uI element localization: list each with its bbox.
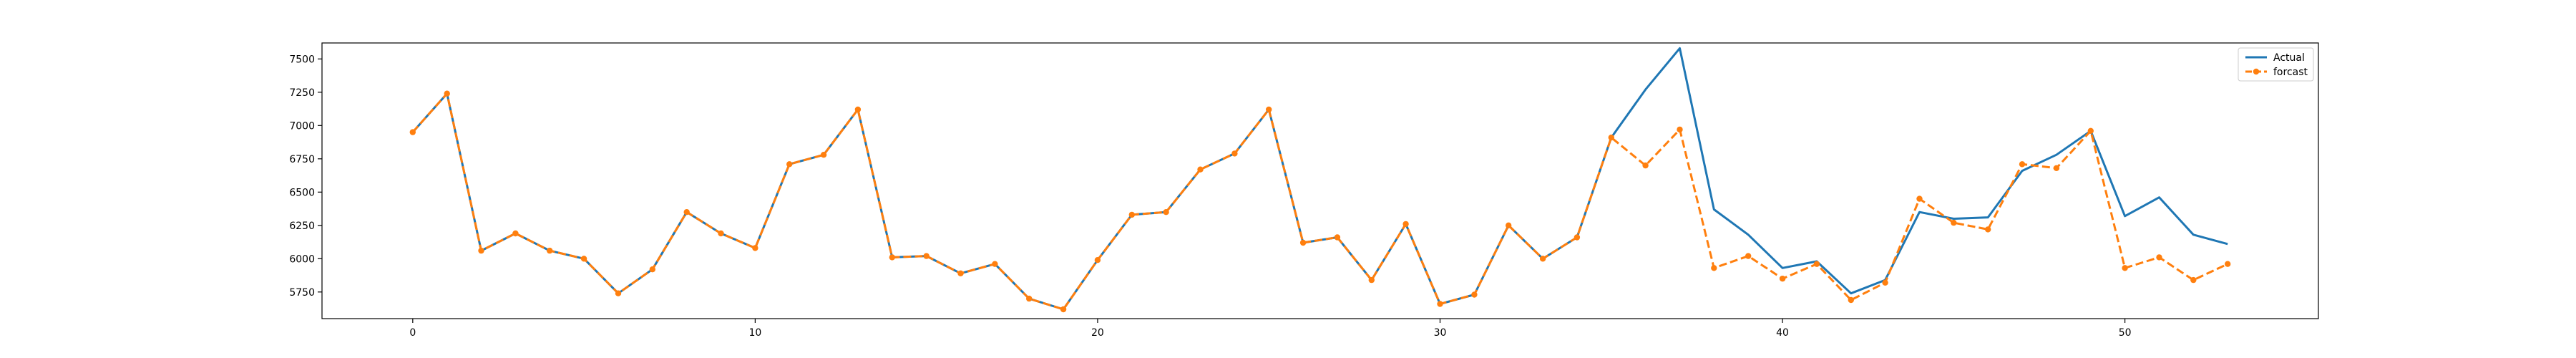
forcast-point [478, 247, 484, 254]
forcast-point [889, 254, 896, 261]
y-tick-label: 7000 [289, 120, 315, 132]
legend-forcast-marker [2253, 68, 2260, 75]
forcast-point [957, 270, 964, 276]
forcast-point [2156, 254, 2162, 261]
y-tick-label: 6500 [289, 187, 315, 198]
forcast-point [2225, 261, 2231, 267]
forcast-point [1642, 162, 1649, 169]
forcast-point [444, 90, 450, 97]
forcast-point [2053, 165, 2060, 171]
y-tick-label: 6250 [289, 221, 315, 232]
forcast-point [1299, 239, 1307, 246]
forcast-point [2190, 276, 2197, 284]
forcast-point [580, 256, 587, 262]
forcast-point [1231, 150, 1238, 157]
forcast-point [409, 129, 416, 135]
x-tick-label: 10 [748, 327, 761, 339]
forcast-point [786, 161, 793, 168]
forcast-point [1951, 219, 1957, 226]
forcast-point [1779, 276, 1786, 282]
forcast-point [2087, 127, 2094, 134]
forcast-point [1060, 306, 1067, 313]
forcast-point [1711, 265, 1717, 271]
x-tick-label: 20 [1091, 327, 1104, 339]
forcast-point [1608, 134, 1614, 141]
forcast-point [547, 247, 553, 254]
y-tick-label: 5750 [289, 287, 315, 299]
y-tick-label: 6000 [289, 253, 315, 265]
forcast-point [1539, 256, 1546, 262]
plot-frame [321, 42, 2319, 319]
forcast-point [1882, 279, 1888, 286]
forcast-point [752, 245, 758, 251]
forcast-point [649, 266, 655, 273]
forcast-point [1471, 291, 1478, 298]
legend-forcast-label: forcast [2273, 67, 2308, 78]
forcast-point [1916, 195, 1923, 202]
forcast-point [1848, 296, 1854, 304]
forcast-point [820, 152, 827, 158]
forcast-point [1745, 253, 1752, 259]
forcast-point [1813, 261, 1820, 267]
x-tick-label: 40 [1776, 327, 1789, 339]
series-layer [409, 47, 2231, 313]
x-tick-label: 30 [1434, 327, 1447, 339]
forcast-point [718, 230, 724, 237]
legend: Actual forcast [2238, 47, 2314, 82]
forcast-point [1402, 221, 1409, 228]
forcast-point [854, 106, 862, 113]
forcast-point [923, 253, 930, 259]
forcast-point [1574, 234, 1581, 241]
forcast-point [512, 230, 519, 237]
forcast-point [615, 290, 622, 296]
forcast-point [1985, 226, 1991, 233]
forcast-point [2019, 161, 2026, 168]
forcast-point [683, 209, 690, 216]
forcast-point [1437, 301, 1443, 307]
forcast-point [2122, 265, 2128, 271]
forcast-series-line [411, 92, 2228, 311]
forcast-point [1163, 209, 1169, 216]
forcast-point [1266, 106, 1272, 113]
forcast-point [1368, 276, 1375, 284]
y-axis: 5750 6000 6250 6500 6750 7000 7250 7500 [289, 54, 322, 299]
forcast-point [1094, 257, 1101, 263]
forcast-point [1677, 126, 1683, 133]
forcast-point [1026, 295, 1033, 302]
forcast-point [1128, 211, 1136, 218]
forcast-point [1197, 166, 1204, 173]
forcast-point [1334, 234, 1341, 241]
y-tick-label: 6750 [289, 154, 315, 165]
forcast-point [992, 261, 998, 267]
y-tick-label: 7250 [289, 87, 315, 99]
x-tick-label: 50 [2119, 327, 2132, 339]
x-tick-label: 0 [409, 327, 416, 339]
y-tick-label: 7500 [289, 54, 315, 65]
x-axis: 0 10 20 30 40 50 [409, 319, 2132, 339]
legend-actual-label: Actual [2273, 52, 2305, 64]
forcast-point [1506, 222, 1512, 228]
